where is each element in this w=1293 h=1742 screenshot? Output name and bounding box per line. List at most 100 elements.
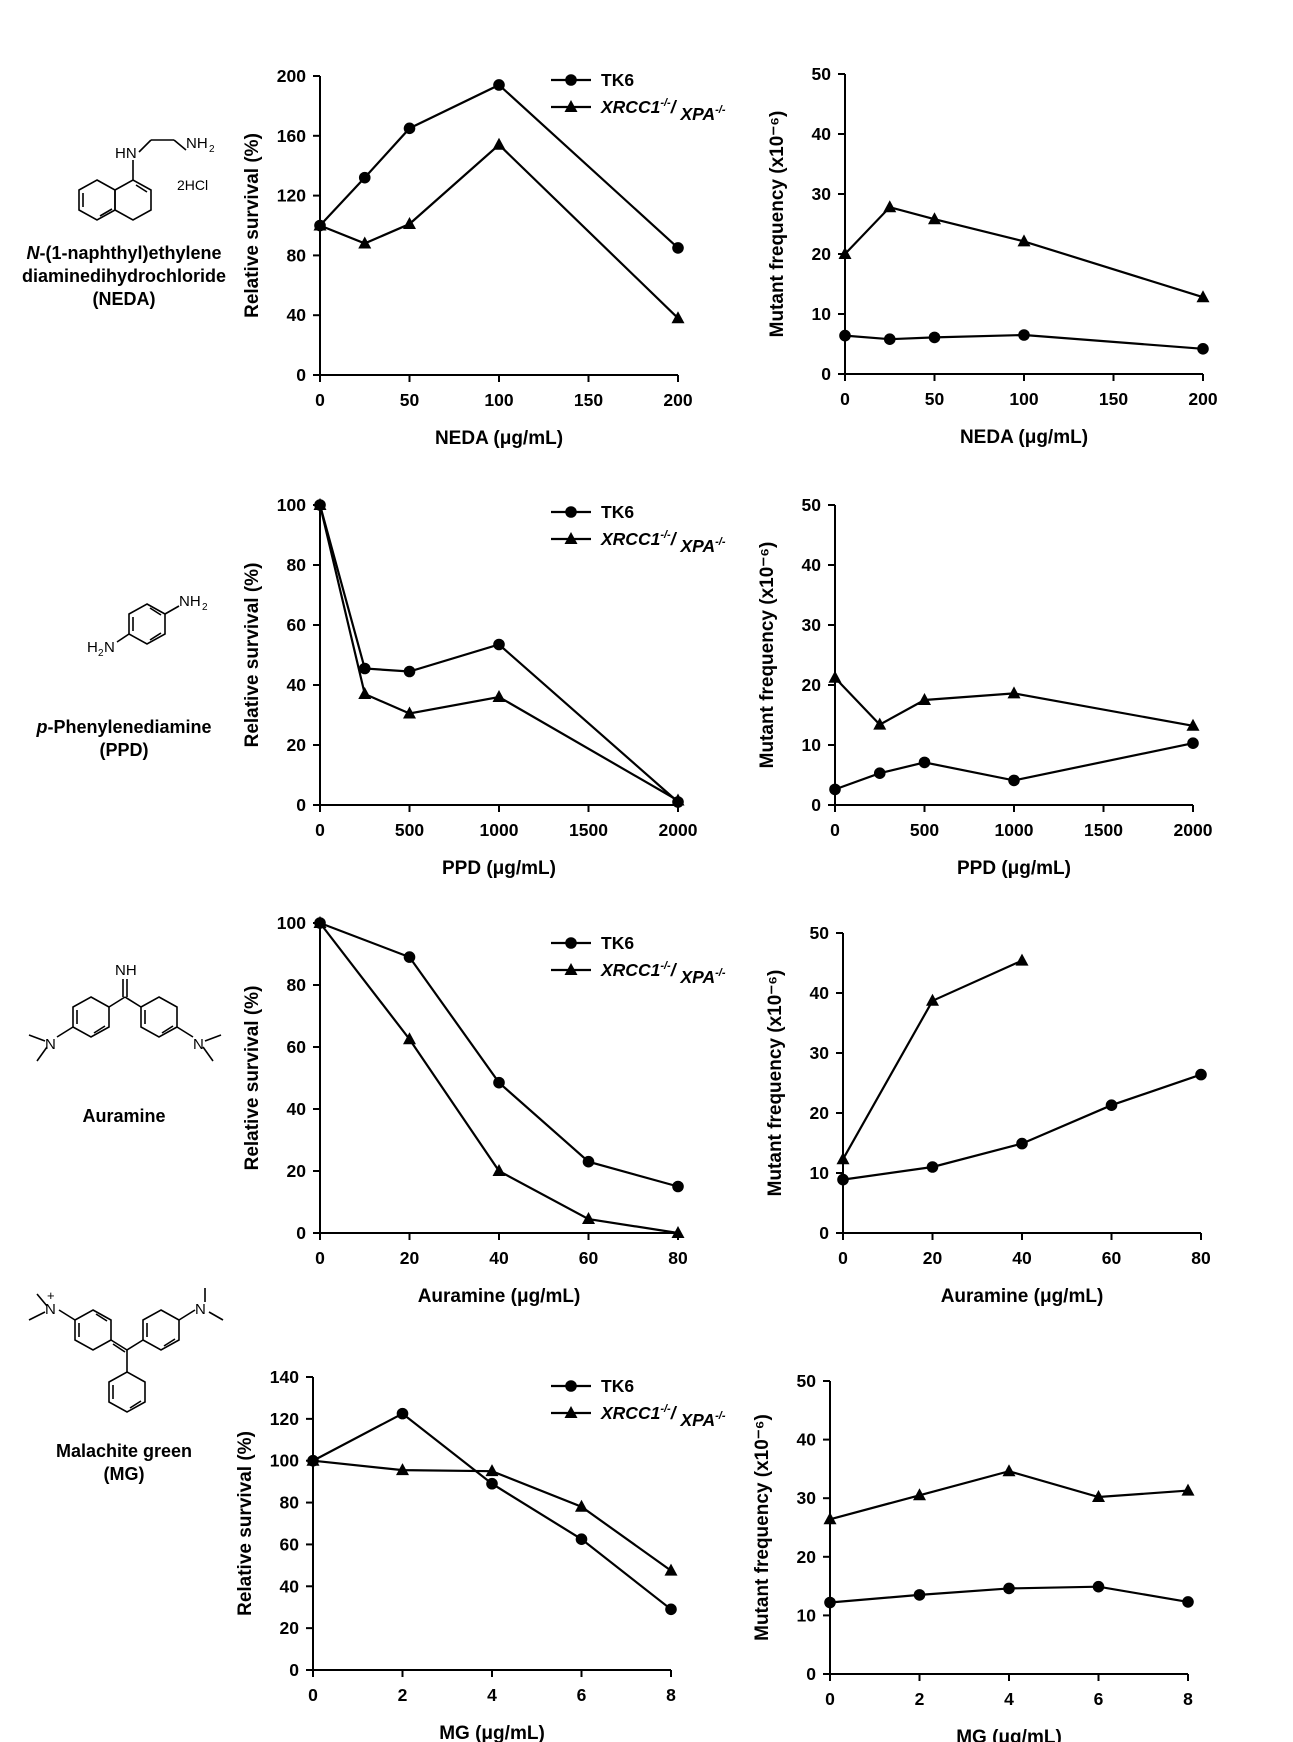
series-line-mutant (319, 143, 679, 319)
data-point-mutant (828, 670, 842, 683)
y-tick-label: 80 (280, 1493, 300, 1513)
x-tick-label: 2000 (659, 820, 698, 840)
y-axis-label: Relative survival (%) (242, 133, 263, 318)
ppd-top-nh2-label: NH (179, 593, 201, 610)
y-tick-label: 50 (810, 923, 830, 943)
data-point-mutant (913, 1488, 926, 1501)
legend-text-part: XRCC1 (600, 529, 660, 549)
data-point-tk6 (358, 171, 371, 184)
data-point-tk6 (493, 79, 505, 91)
data-point-tk6 (1182, 1596, 1194, 1608)
data-point-mutant (492, 690, 506, 702)
x-tick-label: 2 (398, 1685, 408, 1705)
y-tick-label: 100 (270, 1451, 299, 1471)
chart-legend: TK6 XRCC1-/-/ XPA-/- (551, 933, 726, 987)
series-line-tk6 (842, 1073, 1202, 1181)
ppd-structure-image: NH 2 H 2 N (87, 593, 208, 659)
x-axis-label: Auramine (μg/mL) (418, 1286, 581, 1307)
x-tick-label: 100 (1009, 389, 1038, 409)
series-line-mutant (829, 1470, 1189, 1521)
legend-superscript: -/- (715, 536, 726, 548)
y-tick-label: 40 (797, 1430, 817, 1450)
series-line-mutant (312, 1459, 672, 1572)
ppd-bottom-h-label: H (87, 639, 98, 656)
data-point-mutant (1092, 1490, 1105, 1503)
x-tick-label: 50 (400, 390, 420, 410)
legend-text-part: / (670, 97, 681, 117)
data-point-mutant (836, 1152, 850, 1165)
x-tick-label: 0 (315, 820, 325, 840)
data-point-tk6 (873, 767, 886, 779)
legend-label-tk6: TK6 (601, 933, 634, 953)
data-point-tk6 (672, 1180, 684, 1193)
compound-auramine: NH N N Auramine (4, 955, 244, 1128)
compound-ppd: NH 2 H 2 N p-Phenylenediamine (PPD) (4, 590, 244, 762)
x-axis-label: PPD (μg/mL) (442, 858, 556, 879)
y-tick-label: 20 (797, 1547, 817, 1567)
y-tick-label: 50 (797, 1371, 817, 1391)
data-point-tk6 (1018, 329, 1030, 341)
x-tick-label: 0 (838, 1248, 848, 1268)
chart-panel-1: 0 40 80 120 160 200 0 50 100 150 200 NEDA (μg/mL) Re… (242, 66, 726, 449)
ppd-top-subscript: 2 (202, 602, 208, 613)
ppd-name-line1: -Phenylenediamine (47, 717, 212, 737)
data-point-tk6 (837, 1173, 849, 1186)
auramine-n-left-label: N (45, 1036, 56, 1053)
legend-superscript: -/- (715, 967, 726, 979)
legend-text-part: XPA (679, 536, 715, 556)
y-tick-label: 60 (287, 1037, 307, 1057)
legend-label-mutant: XRCC1-/-/ XPA-/- (600, 1403, 726, 1430)
data-point-mutant (1015, 953, 1029, 966)
y-tick-label: 0 (296, 1223, 306, 1243)
ppd-bottom-n-label: N (104, 639, 115, 656)
y-tick-label: 20 (287, 1161, 307, 1181)
y-tick-label: 200 (277, 66, 306, 86)
data-point-tk6 (358, 662, 371, 675)
legend-text-part: XRCC1 (600, 97, 660, 117)
y-tick-label: 40 (287, 675, 307, 695)
x-axis-label: Auramine (μg/mL) (941, 1286, 1104, 1307)
data-point-tk6 (1187, 737, 1199, 749)
compound-mg: N + N Malachite green (MG) (4, 1288, 244, 1486)
y-axis-label: Relative survival (%) (242, 563, 263, 748)
x-tick-label: 4 (1004, 1689, 1014, 1709)
data-point-mutant (485, 1464, 499, 1477)
mg-name-line2: (MG) (103, 1464, 145, 1484)
y-tick-label: 30 (802, 615, 822, 635)
x-tick-label: 0 (308, 1685, 318, 1705)
y-tick-label: 60 (280, 1534, 300, 1554)
series-line-mutant (842, 959, 1023, 1160)
x-tick-label: 200 (1188, 389, 1217, 409)
legend-label-tk6: TK6 (601, 1376, 634, 1396)
y-tick-label: 100 (277, 913, 306, 933)
data-point-tk6 (575, 1533, 588, 1545)
y-tick-label: 0 (806, 1664, 816, 1684)
y-axis-label: Mutant frequency (x10⁻⁶) (767, 111, 788, 338)
data-point-mutant (838, 247, 852, 259)
x-tick-label: 40 (1012, 1248, 1032, 1268)
chart-panel-2: 0 10 20 30 40 50 0 50 100 150 200 NEDA (μg/mL) Mutan… (767, 64, 1218, 448)
neda-name: N-(1-naphthyl)ethylene diaminedihydrochl… (4, 242, 244, 311)
x-tick-label: 40 (489, 1248, 509, 1268)
x-tick-label: 1500 (569, 820, 608, 840)
chart-legend: TK6 XRCC1-/-/ XPA-/- (551, 1376, 726, 1430)
neda-nh2-label: NH (186, 135, 208, 152)
data-point-tk6 (403, 122, 416, 135)
y-tick-label: 40 (802, 555, 822, 575)
data-point-mutant (671, 793, 685, 806)
data-point-tk6 (926, 1161, 939, 1173)
legend-label-mutant: XRCC1-/-/ XPA-/- (600, 960, 726, 987)
legend-text-part: XPA (679, 967, 715, 987)
y-tick-label: 0 (296, 795, 306, 815)
x-tick-label: 20 (400, 1248, 420, 1268)
y-tick-label: 10 (802, 735, 822, 755)
data-point-mutant (582, 1212, 595, 1225)
x-tick-label: 150 (574, 390, 603, 410)
y-axis-label: Mutant frequency (x10⁻⁶) (757, 542, 778, 769)
legend-text-part: XPA (679, 1410, 715, 1430)
x-tick-label: 6 (1094, 1689, 1104, 1709)
x-tick-label: 0 (840, 389, 850, 409)
x-tick-label: 80 (1191, 1248, 1211, 1268)
